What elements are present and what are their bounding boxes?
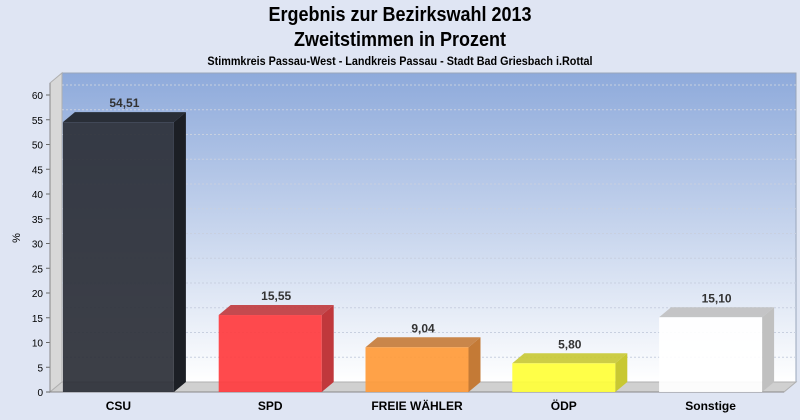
data-label: 9,04 <box>411 321 435 335</box>
chart-subtitle: Zweitstimmen in Prozent <box>293 29 507 51</box>
left-wall <box>49 71 63 394</box>
bar-side <box>615 353 628 392</box>
y-tick-label: 5 <box>37 363 43 374</box>
y-tick-label: 40 <box>32 190 44 201</box>
bar-side <box>762 307 775 392</box>
bar-top <box>659 307 775 318</box>
chart-caption: Stimmkreis Passau-West - Landkreis Passa… <box>207 54 593 68</box>
bar-side <box>173 112 186 392</box>
x-tick-label: Sonstige <box>685 399 736 413</box>
bar-top <box>512 353 628 364</box>
bar <box>365 347 469 392</box>
y-tick-label: 25 <box>32 264 44 275</box>
y-tick-label: 30 <box>32 240 44 251</box>
y-tick-label: 20 <box>32 289 44 300</box>
x-tick-label: FREIE WÄHLER <box>371 398 463 413</box>
y-tick-label: 45 <box>32 165 44 176</box>
y-tick-label: 15 <box>32 314 44 325</box>
data-label: 15,55 <box>261 289 291 303</box>
chart-title: Ergebnis zur Bezirkswahl 2013 <box>268 4 532 26</box>
y-tick-label: 50 <box>32 141 44 152</box>
y-tick-label: 10 <box>32 339 44 350</box>
data-label: 54,51 <box>109 96 139 110</box>
bar-top <box>62 112 186 123</box>
data-label: 5,80 <box>558 337 582 351</box>
x-tick-label: CSU <box>106 399 131 413</box>
bar-top <box>218 305 334 316</box>
y-tick-label: 35 <box>32 215 44 226</box>
bar-side <box>321 305 334 392</box>
y-tick-label: 60 <box>32 91 44 102</box>
y-axis-label: % <box>11 233 23 243</box>
data-label: 15,10 <box>702 291 732 305</box>
bar <box>512 363 616 392</box>
bar <box>218 315 322 392</box>
bar <box>659 317 763 392</box>
bar-top <box>365 337 481 348</box>
x-tick-label: ÖDP <box>551 398 577 413</box>
y-tick-label: 0 <box>37 388 43 399</box>
y-tick-label: 55 <box>32 116 44 127</box>
x-tick-label: SPD <box>258 399 283 413</box>
bar <box>62 122 174 392</box>
bar-side <box>468 337 481 392</box>
